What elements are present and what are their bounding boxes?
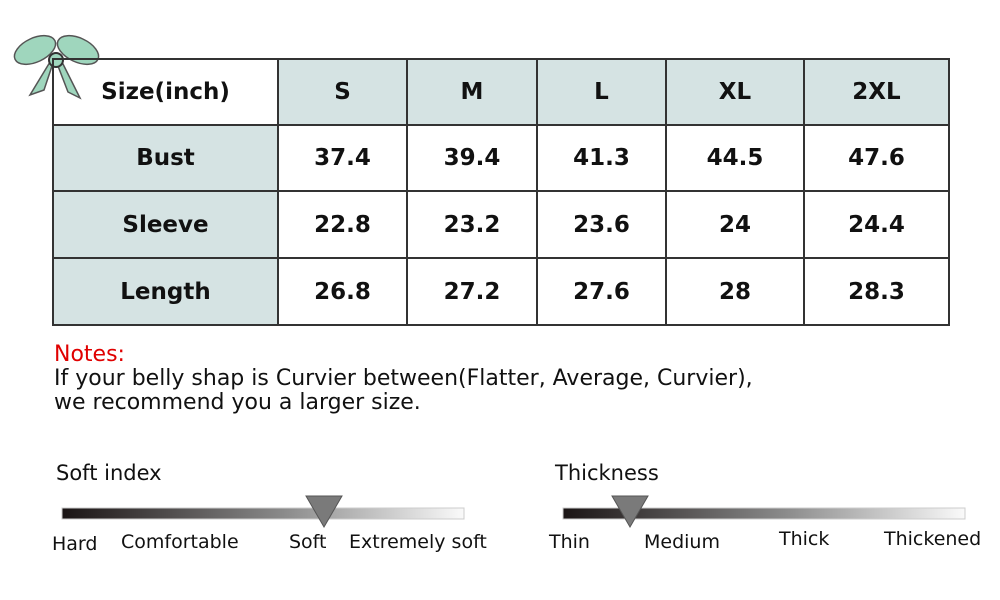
scale-label: Thick: [779, 528, 830, 550]
value-cell: 37.4: [277, 124, 408, 192]
notes: Notes: If your belly shap is Curvier bet…: [54, 343, 753, 415]
scale-label: Medium: [644, 531, 720, 553]
size-table: Size(inch) S M L XL 2XL Bust 37.4 39.4 41.3 44.5 47…: [52, 58, 950, 326]
table-row: Sleeve 22.8 23.2 23.6 24 24.4: [52, 190, 950, 259]
table-row: Length 26.8 27.2 27.6 28 28.3: [52, 257, 950, 326]
table-row: Bust 37.4 39.4 41.3 44.5 47.6: [52, 124, 950, 192]
header-cell: S: [277, 58, 408, 126]
value-cell: 28.3: [803, 257, 950, 326]
value-cell: 44.5: [665, 124, 805, 192]
thickness-gradient-bar: [562, 507, 966, 520]
header-cell: Size(inch): [52, 58, 279, 126]
scale-title: Thickness: [555, 461, 659, 485]
thickness-indicator: [611, 495, 649, 528]
soft-gradient-bar: [61, 507, 465, 520]
row-label: Bust: [52, 124, 279, 192]
scale-label: Thickened: [884, 528, 982, 550]
value-cell: 28: [665, 257, 805, 326]
header-cell: M: [406, 58, 538, 126]
value-cell: 27.2: [406, 257, 538, 326]
value-cell: 27.6: [536, 257, 667, 326]
scale-title: Soft index: [56, 461, 162, 485]
value-cell: 26.8: [277, 257, 408, 326]
header-cell: 2XL: [803, 58, 950, 126]
value-cell: 22.8: [277, 190, 408, 259]
soft-indicator: [305, 495, 343, 528]
scale-label: Thin: [549, 531, 590, 553]
row-label: Sleeve: [52, 190, 279, 259]
header-cell: L: [536, 58, 667, 126]
scale-label: Soft: [289, 531, 327, 553]
notes-title: Notes:: [54, 342, 125, 367]
value-cell: 23.6: [536, 190, 667, 259]
value-cell: 24: [665, 190, 805, 259]
value-cell: 47.6: [803, 124, 950, 192]
value-cell: 41.3: [536, 124, 667, 192]
notes-line: If your belly shap is Curvier between(Fl…: [54, 366, 753, 391]
header-cell: XL: [665, 58, 805, 126]
value-cell: 23.2: [406, 190, 538, 259]
value-cell: 39.4: [406, 124, 538, 192]
row-label: Length: [52, 257, 279, 326]
scale-label: Extremely soft: [349, 531, 487, 553]
value-cell: 24.4: [803, 190, 950, 259]
notes-line: we recommend you a larger size.: [54, 390, 421, 415]
scale-label: Hard: [52, 533, 98, 555]
table-row: Size(inch) S M L XL 2XL: [52, 58, 950, 126]
scale-label: Comfortable: [121, 531, 239, 553]
